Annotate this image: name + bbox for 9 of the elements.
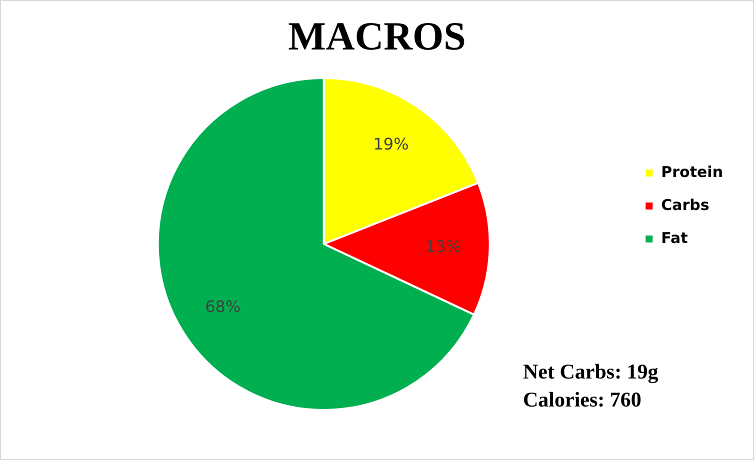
data-label: 19% [373, 134, 409, 154]
legend-label: Carbs [661, 196, 710, 214]
data-label: 68% [205, 297, 241, 316]
text: Net Carbs: 19g [523, 359, 659, 384]
data-label: 13% [426, 236, 462, 256]
legend-label: Fat [661, 228, 688, 247]
chart-title: MACROS [288, 13, 466, 58]
legend-label: Protein [661, 162, 724, 181]
text: Calories: 760 [523, 387, 642, 412]
